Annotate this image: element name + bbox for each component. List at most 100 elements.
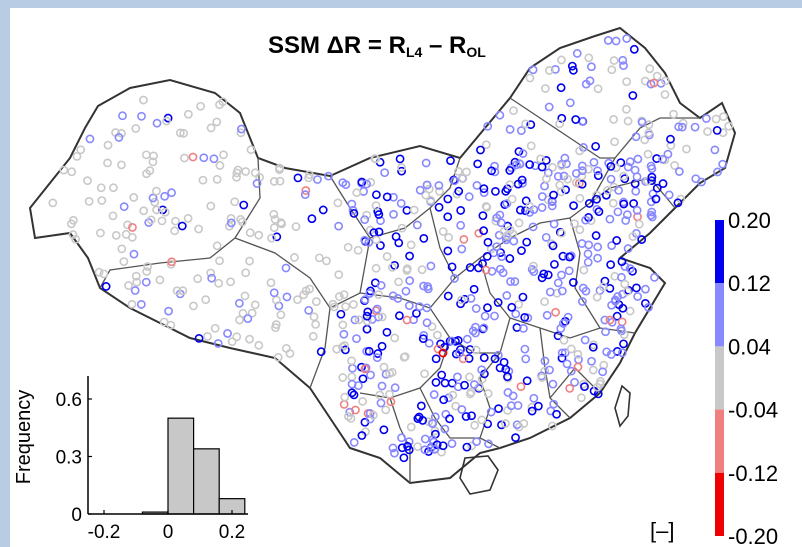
station-marker (497, 252, 507, 261)
station-marker (300, 190, 310, 200)
station-marker (212, 241, 222, 251)
station-marker (422, 180, 432, 190)
station-marker (507, 194, 517, 204)
station-marker (645, 64, 655, 74)
station-marker (293, 295, 302, 305)
station-marker (397, 223, 407, 233)
station-marker (273, 352, 283, 362)
station-marker (479, 353, 489, 363)
station-marker (629, 199, 638, 208)
station-marker (234, 298, 244, 308)
station-marker (571, 178, 581, 188)
colorbar-bin (715, 220, 724, 284)
station-marker (402, 205, 412, 215)
station-marker (571, 115, 581, 124)
station-marker (94, 267, 104, 277)
station-marker (637, 235, 647, 244)
station-marker (396, 199, 406, 208)
station-marker (388, 443, 398, 453)
station-marker (371, 235, 381, 245)
station-marker (634, 219, 644, 229)
station-marker (608, 198, 618, 208)
station-marker (83, 176, 92, 186)
station-marker (521, 354, 531, 364)
station-marker (198, 175, 208, 185)
station-marker (334, 221, 344, 231)
station-marker (281, 263, 291, 273)
station-marker (495, 363, 505, 373)
station-marker (141, 277, 151, 287)
station-marker (370, 154, 380, 163)
station-marker (472, 437, 481, 447)
station-marker (85, 134, 95, 144)
station-marker (175, 128, 185, 138)
station-marker (214, 278, 224, 288)
station-marker (537, 203, 547, 212)
station-marker (417, 265, 427, 275)
station-marker (419, 234, 429, 243)
station-marker (603, 36, 613, 45)
station-marker (587, 62, 596, 72)
station-marker (167, 188, 176, 198)
station-marker (349, 390, 359, 400)
station-marker (124, 281, 133, 290)
station-marker (96, 183, 106, 193)
station-marker (617, 348, 627, 358)
colorbar-tick-label: 0.20 (728, 208, 771, 233)
station-marker (48, 198, 58, 208)
station-marker (291, 222, 301, 231)
station-marker (465, 345, 475, 354)
station-marker (601, 190, 611, 200)
station-marker (491, 186, 500, 196)
station-marker (578, 166, 587, 176)
station-marker (514, 299, 524, 309)
station-marker (377, 381, 387, 391)
station-marker (465, 389, 475, 399)
station-marker (390, 448, 399, 458)
station-marker (518, 178, 527, 188)
station-marker (347, 356, 356, 366)
station-marker (637, 117, 647, 127)
station-marker (172, 286, 182, 296)
station-marker (203, 331, 212, 341)
station-marker (443, 246, 453, 256)
station-marker (349, 438, 359, 447)
station-marker (506, 277, 515, 286)
station-marker (580, 335, 590, 345)
station-marker (150, 197, 160, 207)
station-marker (663, 149, 673, 159)
station-marker (509, 236, 519, 246)
station-marker (311, 319, 321, 329)
station-marker (658, 179, 668, 188)
station-marker (377, 341, 387, 351)
station-marker (223, 329, 232, 338)
station-marker (544, 66, 554, 75)
station-marker (418, 334, 428, 344)
station-marker (252, 179, 262, 188)
station-marker (555, 119, 565, 129)
station-marker (301, 286, 311, 296)
station-marker (579, 265, 589, 275)
station-marker (610, 137, 620, 147)
station-marker (482, 251, 492, 261)
station-marker (607, 241, 617, 250)
station-marker (444, 233, 454, 242)
station-marker (233, 165, 243, 175)
station-marker (209, 154, 219, 164)
station-marker (76, 145, 86, 155)
station-marker (390, 383, 400, 393)
unit-label: [–] (650, 518, 675, 543)
station-marker (660, 76, 670, 86)
station-marker (525, 160, 535, 169)
taiwan-island (614, 384, 631, 428)
station-marker (71, 234, 81, 244)
station-marker (388, 291, 398, 301)
station-marker (183, 213, 193, 223)
station-marker (213, 339, 223, 348)
station-marker (525, 208, 535, 217)
station-marker (528, 222, 538, 232)
station-marker (573, 349, 583, 359)
station-marker (380, 168, 390, 178)
station-marker (598, 367, 608, 377)
station-marker (139, 206, 149, 216)
